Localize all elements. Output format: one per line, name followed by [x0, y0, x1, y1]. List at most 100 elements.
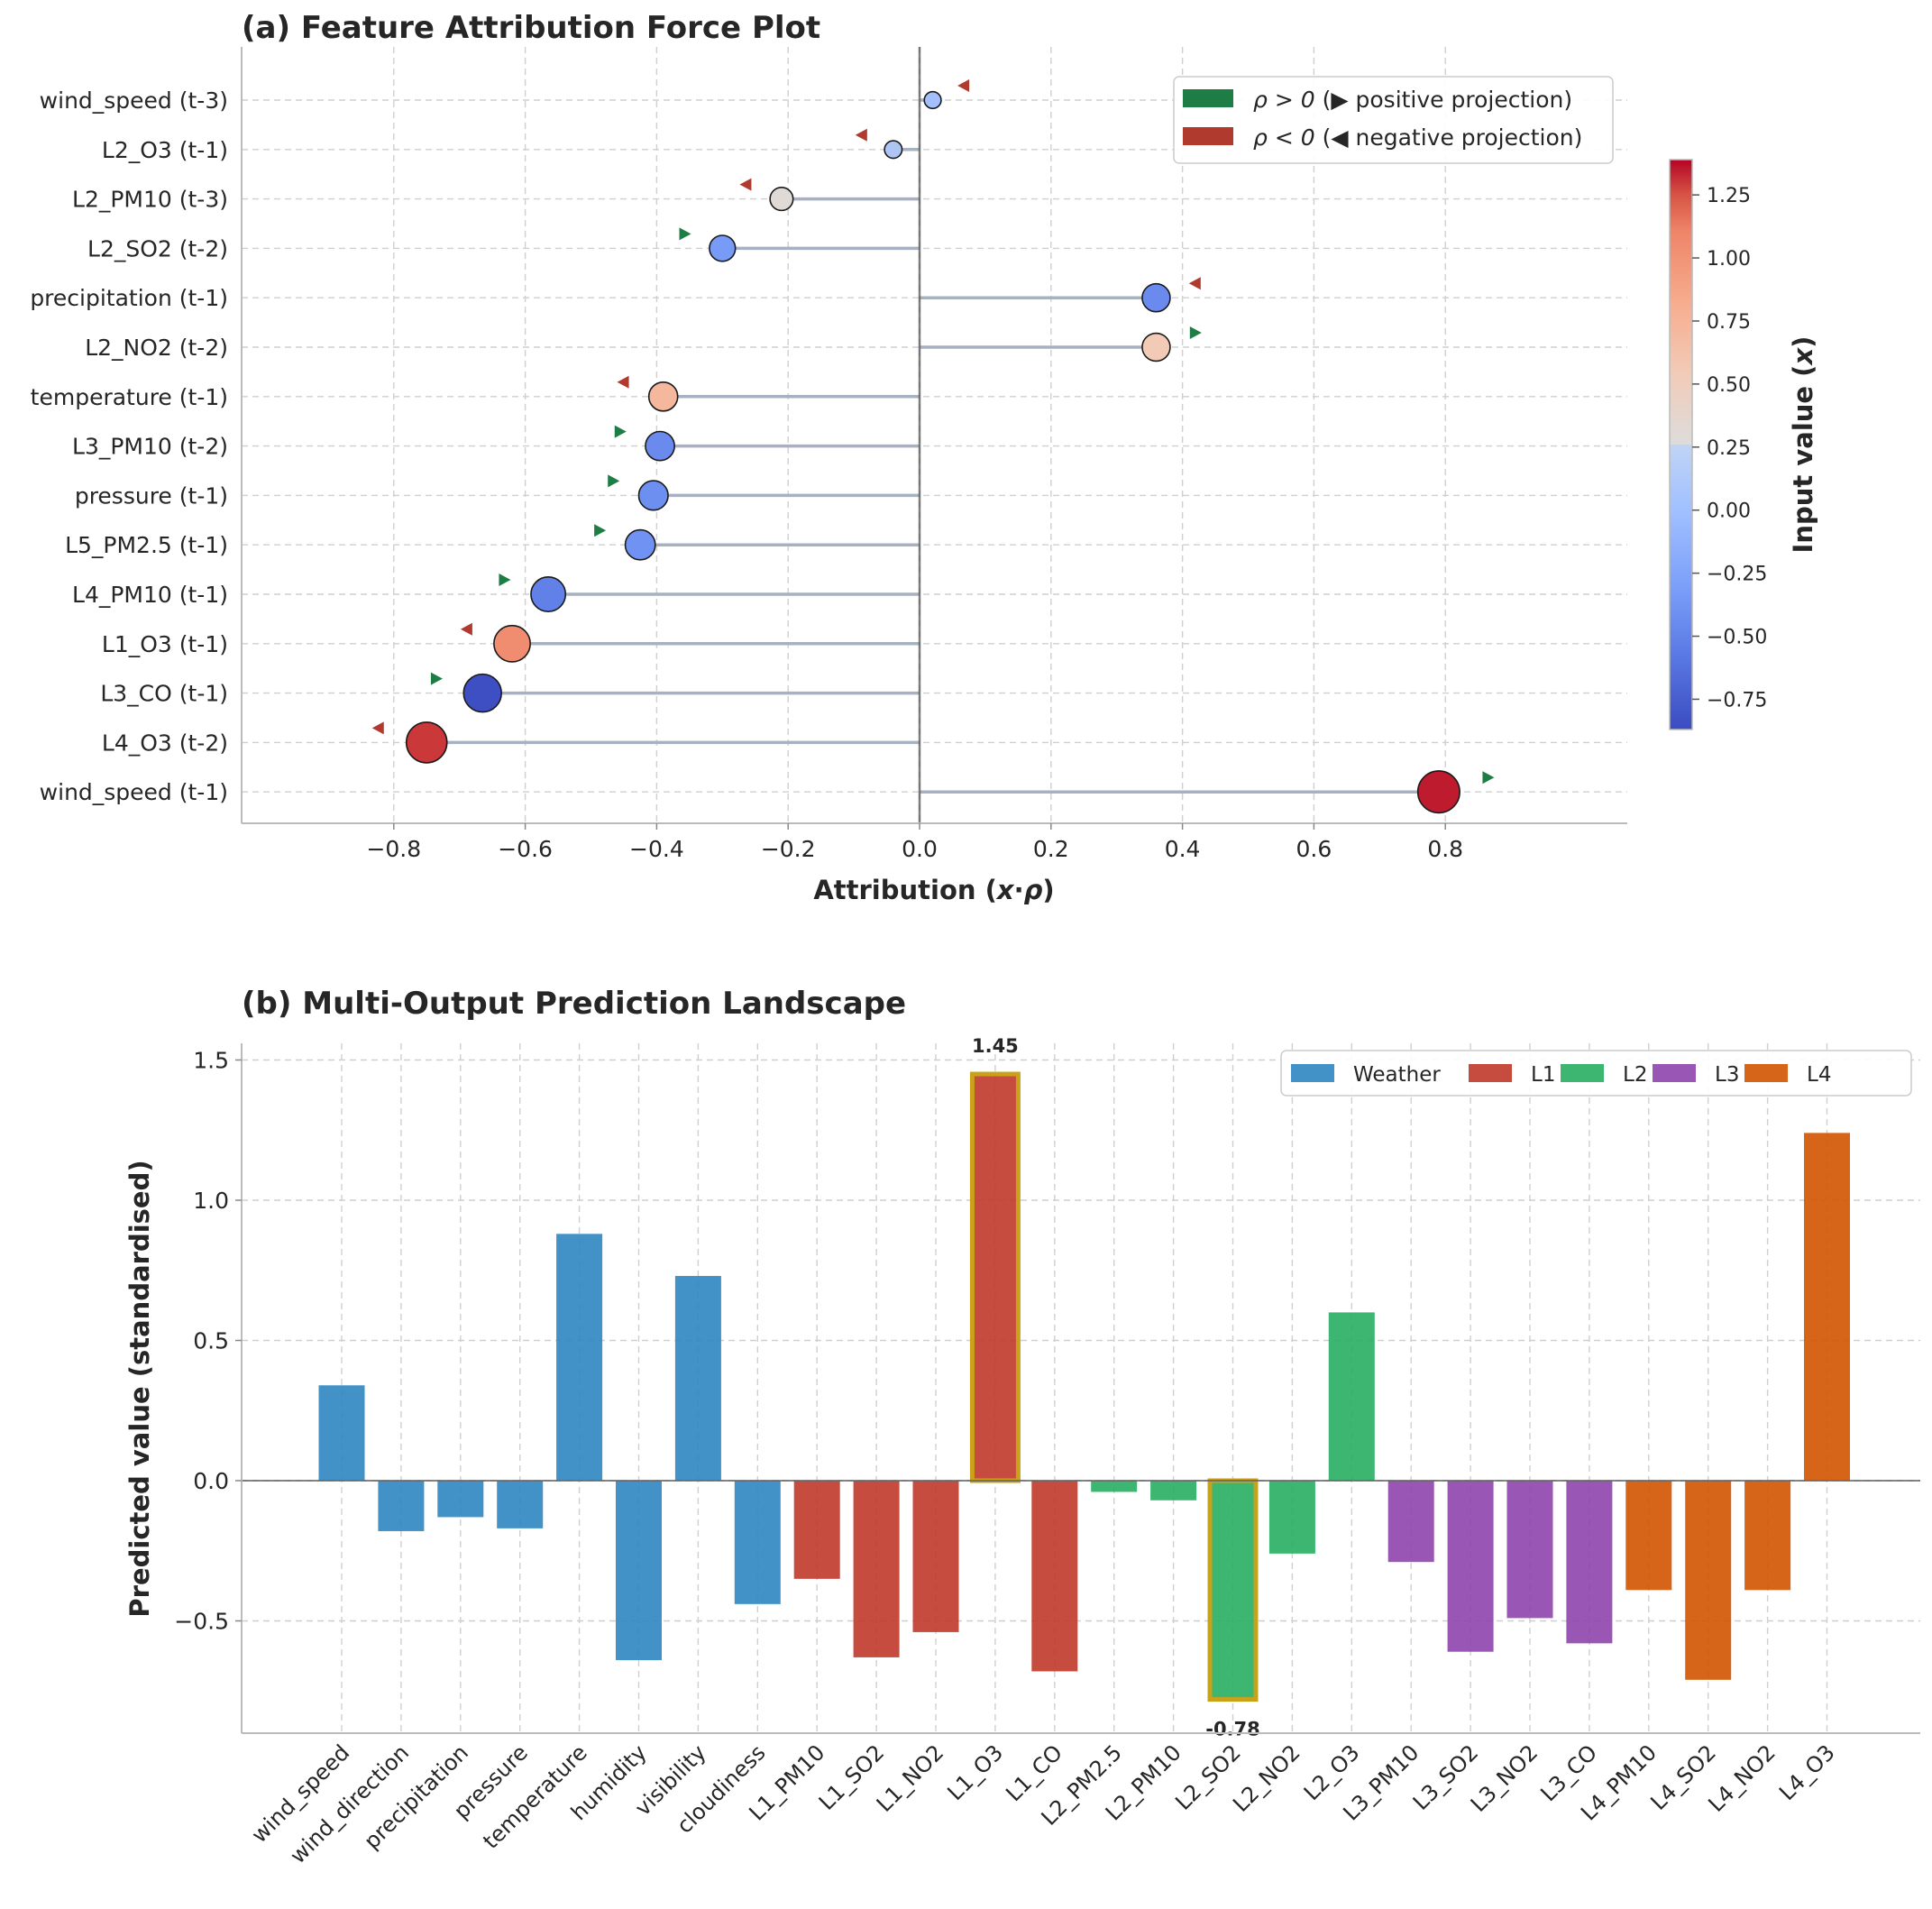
colorbar-tick-label: −0.50 — [1707, 627, 1767, 649]
positive-arrow-icon — [614, 425, 627, 438]
x-tick-label: L1_O3 — [942, 1739, 1008, 1805]
bar-l2-pm10 — [1150, 1481, 1197, 1501]
y-tick-label: 0.0 — [193, 1468, 229, 1494]
force-plot-legend: ρ > 0 (▶ positive projection) ρ < 0 (◀ n… — [1173, 76, 1614, 164]
bar-l1-o3 — [969, 1071, 1021, 1483]
feature-label: L3_PM10 (t-2) — [72, 434, 228, 460]
legend-label: L2 — [1623, 1063, 1647, 1087]
legend-swatch — [1561, 1064, 1604, 1082]
force-plot-x-ticks: −0.8 −0.6 −0.4 −0.2 0.0 0.2 0.4 0.6 0.8 — [366, 823, 1463, 862]
feature-dot — [645, 430, 675, 462]
bar-chart-grid — [242, 1043, 1920, 1733]
force-plot-x-axis-label: Attribution (x·ρ) — [813, 875, 1054, 905]
force-plot-title: (a) Feature Attribution Force Plot — [242, 10, 820, 46]
y-tick-label: 1.0 — [193, 1188, 229, 1214]
feature-dot — [624, 528, 656, 561]
bar-l2-so2 — [1207, 1478, 1259, 1702]
x-tick-label: −0.8 — [366, 836, 421, 862]
y-tick-label: −0.5 — [174, 1609, 229, 1635]
bar-l2-pm2-5 — [1091, 1481, 1138, 1492]
force-plot-stems — [426, 98, 1439, 794]
feature-dot — [637, 480, 669, 511]
bar-l4-pm10 — [1625, 1481, 1672, 1591]
legend-swatch-positive — [1183, 89, 1233, 107]
feature-label: L5_PM2.5 (t-1) — [65, 532, 228, 558]
feature-label: precipitation (t-1) — [30, 285, 228, 311]
bar-wind-speed — [318, 1385, 365, 1481]
legend-swatch — [1653, 1064, 1696, 1082]
bar-visibility — [674, 1275, 721, 1481]
x-tick-label: 0.6 — [1296, 836, 1332, 862]
force-plot-dots — [405, 90, 1460, 814]
colorbar-tick-label: 0.50 — [1707, 374, 1751, 397]
colorbar-tick-label: −0.25 — [1707, 564, 1767, 586]
value-label: -0.78 — [1205, 1719, 1260, 1740]
bar-chart-legend: Weather L1 L2 L3 L4 — [1280, 1050, 1912, 1097]
negative-arrow-icon — [739, 178, 752, 191]
feature-label: wind_speed (t-1) — [40, 779, 228, 805]
negative-arrow-icon — [1188, 277, 1201, 290]
bar-l2-no2 — [1268, 1481, 1315, 1554]
x-tick-label: L4_O3 — [1774, 1739, 1840, 1805]
feature-dot — [462, 673, 502, 713]
feature-label: wind_speed (t-3) — [40, 87, 228, 114]
force-plot-panel: (a) Feature Attribution Force Plot wind_… — [30, 10, 1818, 905]
colorbar-label: Input value (x) — [1788, 336, 1818, 554]
feature-dot — [1141, 332, 1171, 363]
positive-arrow-icon — [679, 227, 691, 241]
bar-humidity — [616, 1481, 662, 1661]
bar-chart-title: (b) Multi-Output Prediction Landscape — [242, 986, 906, 1022]
colorbar-tick-label: −0.75 — [1707, 689, 1767, 711]
bar-l3-no2 — [1506, 1481, 1553, 1619]
y-tick-label: 0.5 — [193, 1328, 229, 1354]
positive-arrow-icon — [430, 672, 443, 685]
legend-swatch — [1744, 1064, 1788, 1082]
x-tick-label: L2_NO2 — [1228, 1739, 1305, 1816]
feature-dot — [530, 576, 567, 612]
bar-l1-so2 — [853, 1481, 900, 1657]
bar-wind-direction — [378, 1481, 425, 1531]
legend-swatch — [1469, 1064, 1512, 1082]
negative-arrow-icon — [957, 79, 970, 92]
colorbar-ticks: 1.25 1.00 0.75 0.50 0.25 0.00 −0.25 −0.50 −0.75 — [1692, 185, 1767, 711]
feature-label: L3_CO (t-1) — [100, 681, 228, 707]
legend-label: Weather — [1353, 1063, 1441, 1087]
legend-label-positive: ρ > 0 (▶ positive projection) — [1253, 87, 1572, 113]
x-tick-label: L4_NO2 — [1703, 1739, 1780, 1816]
force-plot-axes — [241, 47, 1627, 824]
positive-arrow-icon — [594, 524, 607, 537]
bar-l3-so2 — [1447, 1481, 1494, 1652]
force-plot-feature-labels: wind_speed (t-3) L2_O3 (t-1) L2_PM10 (t-3)… — [30, 87, 228, 805]
feature-dot — [405, 721, 448, 764]
bar-l3-pm10 — [1387, 1481, 1434, 1563]
bar-l4-o3 — [1804, 1133, 1850, 1481]
colorbar-gradient — [1669, 159, 1693, 730]
positive-arrow-icon — [1189, 326, 1202, 339]
bar-chart-y-axis-label: Predicted value (standardised) — [124, 1160, 155, 1617]
feature-dot — [709, 234, 737, 262]
x-tick-label: −0.6 — [498, 836, 553, 862]
legend-swatch — [1291, 1064, 1334, 1082]
feature-label: L4_O3 (t-2) — [102, 730, 228, 756]
bar-chart-annotations: 1.45 -0.78 — [972, 1035, 1260, 1740]
colorbar: 1.251.000.750.500.250.00−0.25−0.50−0.75 … — [1669, 159, 1818, 730]
negative-arrow-icon — [855, 128, 867, 142]
colorbar-tick-label: 1.00 — [1707, 248, 1751, 271]
y-tick-label: 1.5 — [193, 1048, 229, 1074]
feature-label: temperature (t-1) — [31, 384, 228, 410]
bar-l4-no2 — [1744, 1481, 1791, 1591]
feature-label: pressure (t-1) — [75, 482, 228, 509]
feature-label: L2_NO2 (t-2) — [85, 335, 228, 361]
bar-chart-axes — [241, 1043, 1920, 1734]
bar-l1-pm10 — [793, 1481, 840, 1579]
bar-temperature — [556, 1234, 603, 1481]
colorbar-tick-label: 0.25 — [1707, 437, 1751, 460]
positive-arrow-icon — [499, 574, 511, 586]
positive-arrow-icon — [1482, 771, 1495, 785]
bar-l1-no2 — [912, 1481, 959, 1632]
x-tick-label: 0.8 — [1427, 836, 1463, 862]
x-tick-label: 0.4 — [1165, 836, 1201, 862]
bar-chart-x-ticks: wind_speedwind_directionprecipitationpre… — [247, 1739, 1840, 1868]
positive-arrow-icon — [608, 474, 620, 488]
